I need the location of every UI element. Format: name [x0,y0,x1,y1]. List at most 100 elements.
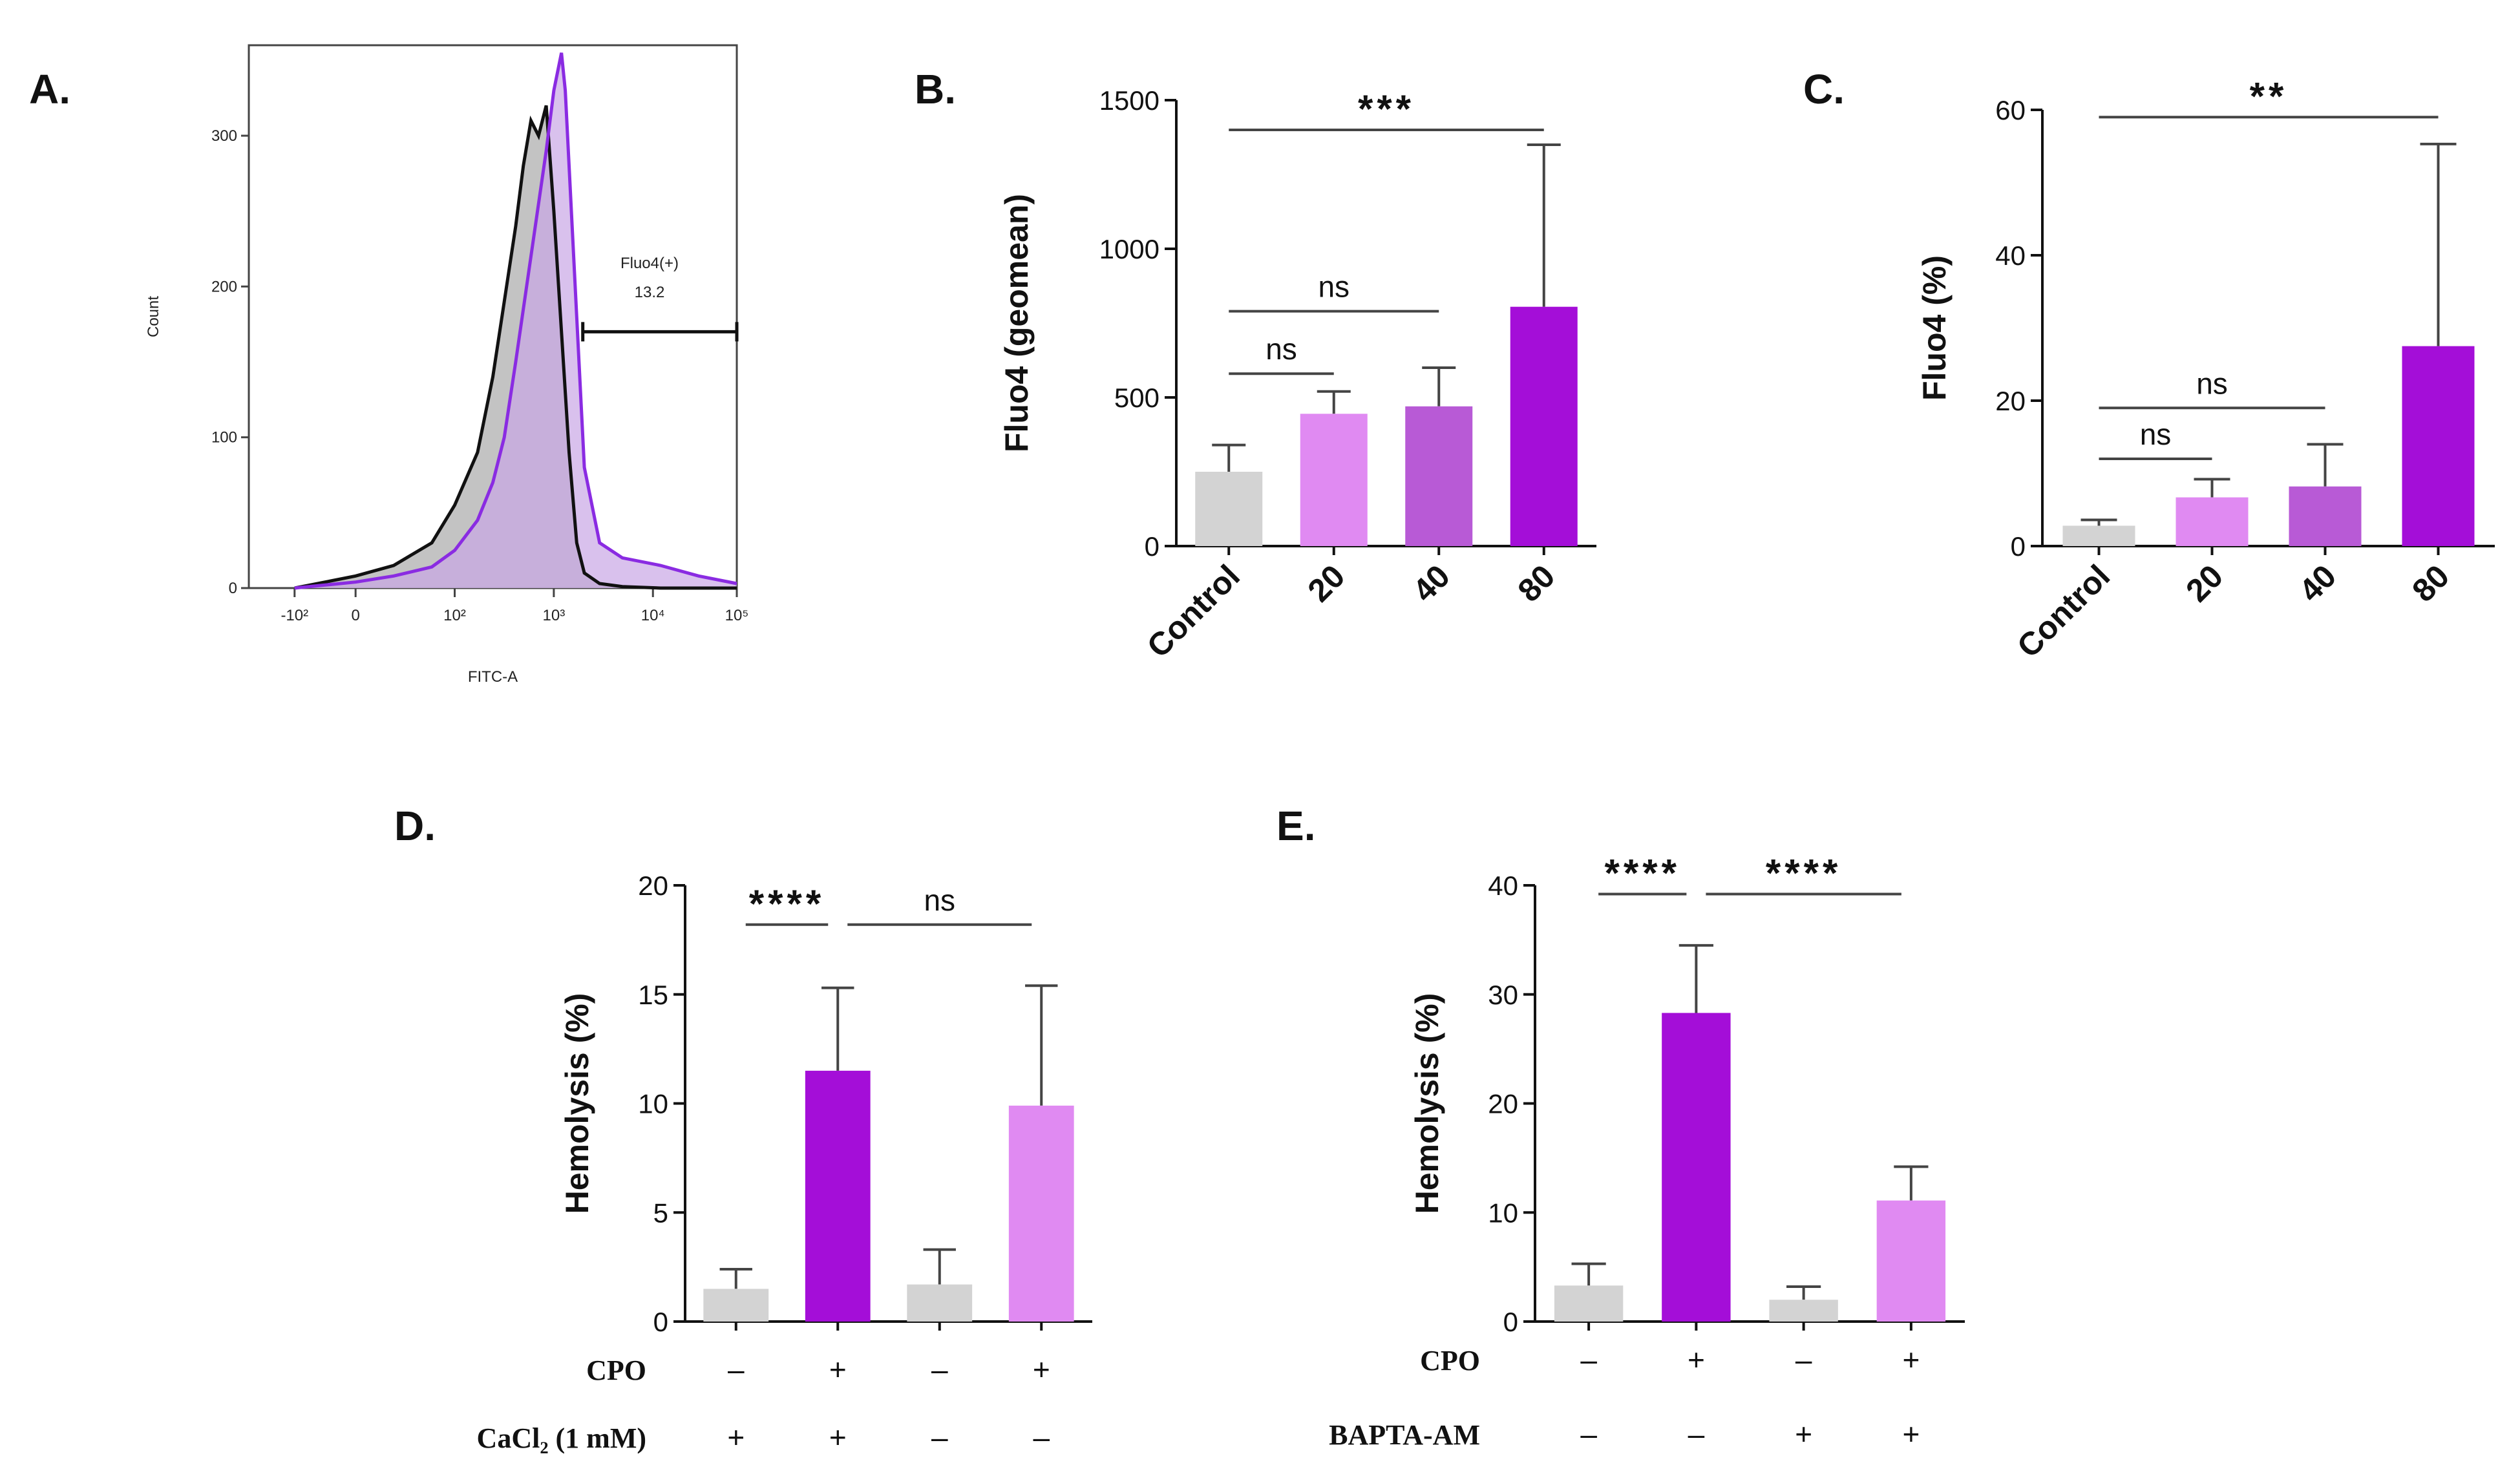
treatment-sign: – [1580,1417,1597,1451]
y-tick-label: 0 [653,1307,668,1337]
y-tick-label: 20 [1488,1089,1518,1119]
treatment-sign: + [829,1420,847,1454]
y-tick-label: 10 [1488,1197,1518,1228]
panel-letter-e: E. [1276,803,1315,849]
treatment-sign: + [727,1420,745,1454]
y-tick-label: 15 [638,980,668,1010]
significance-label: ns [1265,332,1297,366]
gate-value: 13.2 [635,284,665,301]
x-tick-label: 0 [351,607,359,624]
significance-label: ** [2250,74,2288,118]
bar [1769,1300,1838,1322]
x-tick-label: 80 [2405,558,2456,609]
bar-chart-hemolysis-cacl2: 0 5 10 15 20 Hemolysis (%) CPO – + – + CaCl₂ (1 mM)… [477,870,1092,1454]
bar [1195,472,1263,546]
bar [703,1289,769,1322]
histogram-cpo-fill [294,52,737,588]
y-tick-label: 20 [1995,386,2026,416]
bar [2176,497,2249,546]
x-tick-label: -10² [281,607,308,624]
x-tick-label: Control [2010,558,2117,664]
y-tick-label: 200 [211,278,237,295]
y-tick-label: 1000 [1099,234,1159,264]
y-tick-label: 100 [211,429,237,447]
y-axis-label: Count [145,296,162,337]
histogram-cpo-line [294,52,737,590]
treatment-sign: – [1795,1343,1812,1376]
bar [1554,1285,1624,1322]
row-label: BAPTA-AM [1329,1419,1480,1451]
y-tick-label: 40 [1995,240,2026,271]
significance-label: ns [924,883,955,917]
x-axis-label: FITC-A [468,668,518,686]
significance-label: **** [1766,852,1841,895]
x-tick-label: 10⁵ [725,607,749,624]
treatment-sign: + [1902,1343,1920,1376]
treatment-sign: – [1688,1417,1705,1451]
x-tick-label: 20 [1301,558,1352,609]
bar-chart-fluo4-geomean: 0 500 1000 1500 Fluo4 (geomean) Control 20 40 80… [999,85,1596,664]
x-tick-label: 10² [443,607,466,624]
x-tick-label: 40 [1406,558,1457,609]
y-tick-label: 30 [1488,980,1518,1010]
treatment-sign: – [931,1420,948,1454]
y-tick-label: 10 [638,1089,668,1119]
significance-label: ns [1318,270,1350,304]
bar [2402,346,2475,546]
y-tick-label: 0 [2011,531,2026,562]
bar-chart-hemolysis-bapta: 0 10 20 30 40 Hemolysis (%) CPO – + – + BAPTA-AM – – +… [1329,852,1965,1451]
treatment-sign: + [1902,1417,1920,1451]
treatment-sign: – [1033,1420,1050,1454]
y-tick-label: 5 [653,1197,668,1228]
x-tick-label: Control [1140,558,1247,664]
row-label: CPO [586,1355,646,1386]
panel-letter-a: A. [29,66,70,112]
x-tick-label: 80 [1511,558,1562,609]
y-tick-label: 1500 [1099,85,1159,116]
x-tick-label: 10⁴ [641,607,665,624]
y-tick-label: 20 [638,870,668,901]
y-tick-label: 40 [1488,870,1518,901]
significance-label: **** [749,882,825,925]
bar [1876,1200,1946,1322]
panel-letter-c: C. [1803,66,1845,112]
bar [2289,486,2362,546]
y-axis-label: Fluo4 (%) [1916,255,1953,401]
significance-label: **** [1605,852,1680,895]
treatment-sign: + [1795,1417,1812,1451]
treatment-sign: – [931,1353,948,1386]
treatment-sign: – [728,1353,745,1386]
bar [1008,1105,1074,1322]
y-tick-label: 300 [211,127,237,145]
x-tick-label: 40 [2292,558,2343,609]
treatment-sign: + [829,1353,847,1386]
y-axis-label: Fluo4 (geomean) [999,194,1035,452]
panel-letter-b: B. [915,66,956,112]
histogram-control-line [294,105,737,590]
bar [1405,406,1473,546]
gate-label: Fluo4(+) [620,255,679,272]
histogram-control-fill [294,105,737,589]
y-axis-label: Hemolysis (%) [559,993,595,1214]
treatment-sign: + [1033,1353,1050,1386]
y-tick-label: 0 [229,580,237,597]
significance-label: ns [2140,417,2172,451]
y-tick-label: 0 [1503,1307,1518,1337]
bar [1300,414,1368,546]
panel-letter-d: D. [394,803,436,849]
significance-label: *** [1358,87,1415,131]
y-tick-label: 60 [1995,95,2026,125]
bar [1662,1013,1731,1322]
y-tick-label: 0 [1145,531,1159,562]
x-tick-label: 10³ [543,607,566,624]
y-tick-label: 500 [1114,383,1159,413]
bar [907,1284,973,1322]
bar [805,1070,871,1322]
treatment-sign: – [1580,1343,1597,1376]
row-label: CPO [1420,1345,1480,1376]
significance-label: ns [2196,366,2228,400]
bar [1510,306,1578,546]
x-tick-label: 20 [2179,558,2230,609]
